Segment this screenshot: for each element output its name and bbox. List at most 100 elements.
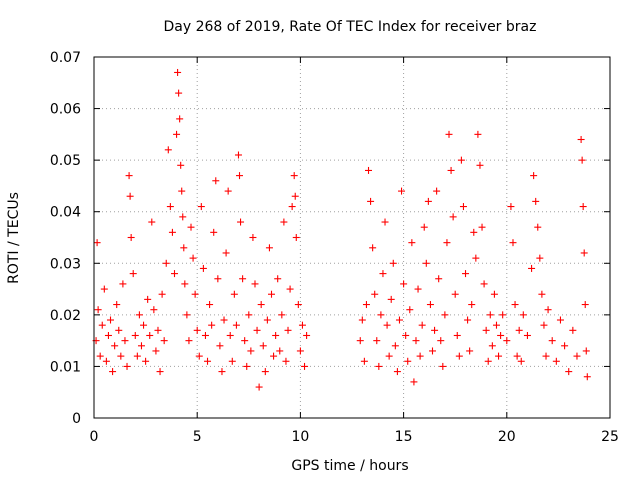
data-point	[208, 321, 216, 329]
data-point	[127, 234, 135, 241]
data-point	[251, 280, 259, 288]
data-point	[472, 254, 480, 262]
data-point	[162, 259, 170, 267]
data-point	[495, 352, 503, 360]
data-point	[107, 316, 115, 324]
y-tick-label: 0.04	[50, 205, 81, 221]
data-point	[441, 311, 449, 319]
data-point	[109, 368, 117, 376]
data-point	[381, 218, 389, 226]
data-point	[119, 280, 127, 288]
data-point	[113, 301, 121, 309]
data-point	[226, 331, 234, 339]
data-point	[499, 311, 507, 319]
data-point	[178, 187, 186, 195]
data-point	[577, 136, 585, 144]
data-point	[476, 161, 484, 169]
y-axis-label: ROTI / TECUs	[6, 192, 22, 284]
data-point	[274, 275, 282, 283]
data-point	[241, 337, 249, 345]
data-point	[400, 280, 408, 288]
data-point	[222, 249, 230, 257]
data-point	[459, 203, 467, 211]
data-point	[377, 311, 385, 319]
data-point	[480, 280, 488, 288]
data-point	[253, 326, 261, 334]
y-tick-label: 0.02	[50, 308, 81, 324]
data-point	[102, 357, 110, 365]
data-point	[523, 331, 531, 339]
data-point	[387, 295, 395, 303]
data-point	[569, 326, 577, 334]
data-point	[408, 239, 416, 247]
y-tick-label: 0.05	[50, 153, 81, 169]
data-point	[230, 290, 238, 298]
data-point	[449, 213, 457, 221]
data-point	[191, 290, 199, 298]
data-point	[418, 321, 426, 329]
data-point	[245, 311, 253, 319]
data-point	[135, 311, 143, 319]
data-point	[140, 321, 148, 329]
data-point	[393, 368, 401, 376]
data-point	[195, 352, 203, 360]
data-point	[383, 321, 391, 329]
data-point	[462, 270, 470, 278]
data-point	[176, 115, 184, 123]
data-point	[433, 187, 441, 195]
data-point	[426, 301, 434, 309]
data-point	[375, 362, 383, 370]
data-point	[189, 254, 197, 262]
data-point	[414, 285, 422, 293]
data-point	[115, 326, 123, 334]
data-point	[123, 362, 131, 370]
data-point	[268, 290, 276, 298]
data-point	[111, 342, 119, 350]
data-point	[170, 270, 178, 278]
data-point	[474, 130, 482, 138]
y-tick-label: 0	[72, 411, 81, 427]
data-point	[517, 357, 525, 365]
data-point	[284, 326, 292, 334]
data-point	[243, 362, 251, 370]
data-point	[509, 239, 517, 247]
data-point	[224, 187, 232, 195]
data-point	[422, 259, 430, 267]
data-point	[126, 192, 134, 200]
data-point	[542, 352, 550, 360]
plot-frame	[93, 56, 611, 419]
data-point	[278, 311, 286, 319]
data-point	[360, 357, 368, 365]
data-point	[362, 301, 370, 309]
data-point	[249, 234, 257, 241]
data-point	[177, 161, 185, 169]
data-point	[96, 352, 104, 360]
data-point	[257, 301, 265, 309]
data-point	[455, 352, 463, 360]
data-point	[416, 352, 424, 360]
data-point	[265, 244, 273, 252]
data-point	[515, 326, 523, 334]
data-point	[356, 337, 364, 345]
data-point	[158, 290, 166, 298]
data-point	[142, 357, 150, 365]
y-tick-label: 0.03	[50, 256, 81, 272]
data-point	[104, 331, 112, 339]
data-point	[435, 275, 443, 283]
data-point	[181, 280, 189, 288]
data-point	[282, 357, 290, 365]
grid	[94, 57, 610, 418]
data-point	[431, 326, 439, 334]
data-point	[367, 197, 375, 205]
data-point	[451, 290, 459, 298]
data-point	[389, 259, 397, 267]
data-point	[412, 337, 420, 345]
data-point	[199, 264, 207, 272]
data-point	[263, 316, 271, 324]
data-point	[218, 368, 226, 376]
data-point	[156, 368, 164, 376]
x-tick-label: 0	[90, 429, 99, 445]
data-point	[193, 326, 201, 334]
data-point	[534, 223, 542, 231]
